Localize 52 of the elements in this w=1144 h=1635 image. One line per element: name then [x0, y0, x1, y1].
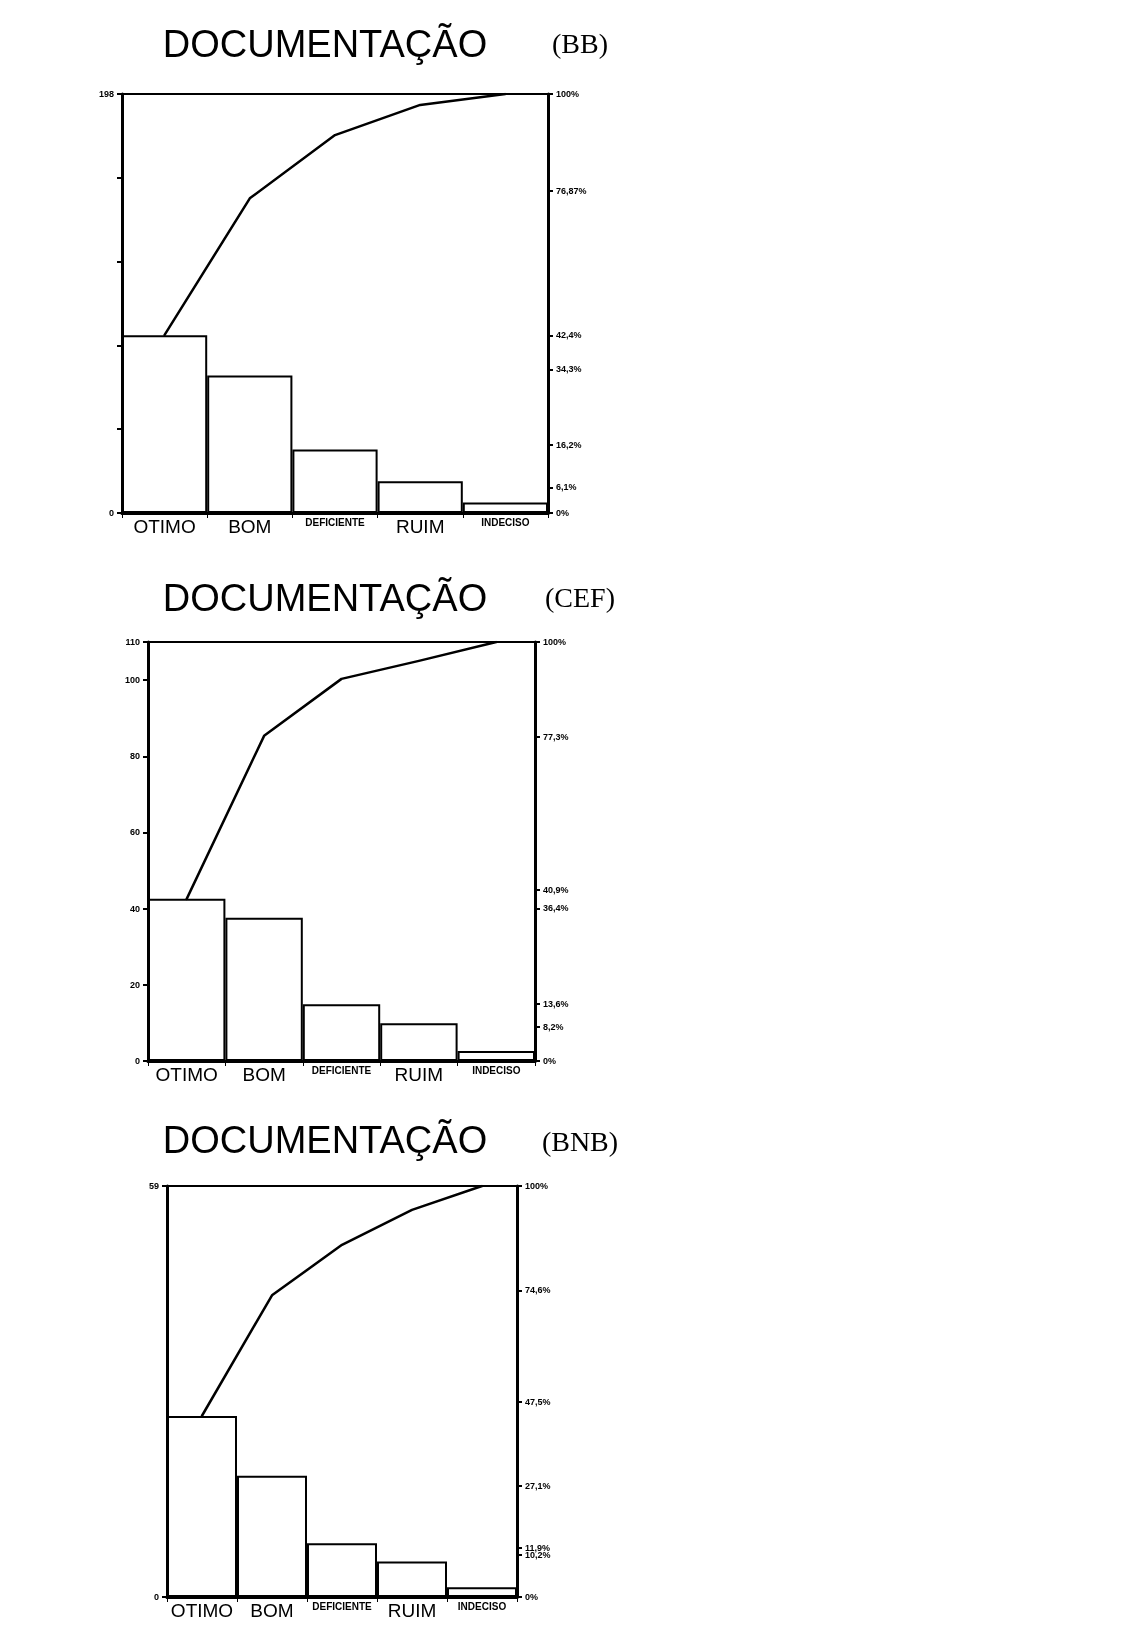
chart-title: DOCUMENTAÇÃO — [162, 23, 488, 65]
text: (BNB) — [541, 1125, 619, 1157]
y-tick-label: 20 — [129, 979, 140, 990]
y-tick-label: 0 — [153, 1592, 159, 1602]
y2-tick-label: 13,6% — [543, 999, 569, 1010]
y2-tick-label: 76,87% — [556, 185, 587, 196]
y2-tick-label: 40,9% — [543, 884, 569, 895]
y-tick-label: 60 — [129, 827, 140, 838]
y2-tick-label: 100% — [543, 637, 567, 647]
y2-tick-label: 6,1% — [556, 482, 577, 493]
y2-tick-label: 8,2% — [543, 1021, 564, 1032]
y-tick-label: 110 — [125, 637, 140, 647]
chart-subtitle: (BB) — [552, 27, 608, 59]
x-tick-label: BOM — [242, 1064, 286, 1085]
x-tick-label: DEFICIENTE — [305, 516, 366, 528]
y2-tick-label: 0% — [556, 508, 570, 518]
y-tick-label: 59 — [148, 1181, 159, 1191]
y2-tick-label: 74,6% — [525, 1285, 551, 1296]
y2-tick-label: 0% — [543, 1056, 557, 1066]
y2-tick-label: 100% — [556, 89, 580, 99]
chart-title: DOCUMENTAÇÃO — [162, 577, 488, 619]
x-tick-label: BOM — [228, 516, 272, 537]
x-tick-label: BOM — [250, 1600, 294, 1621]
y2-tick-label: 34,3% — [556, 364, 582, 375]
y-tick-label: 100 — [124, 675, 140, 686]
y-tick-label: 80 — [129, 751, 140, 762]
x-tick-label: INDECISO — [457, 1600, 507, 1612]
x-tick-label: RUIM — [387, 1600, 437, 1621]
x-tick-label: DEFICIENTE — [312, 1600, 373, 1612]
x-tick-label: INDECISO — [472, 1064, 521, 1076]
chart-subtitle: (CEF) — [545, 581, 615, 613]
y2-tick-label: 100% — [525, 1181, 549, 1191]
y2-tick-label: 0% — [525, 1592, 539, 1602]
x-tick-label: OTIMO — [155, 1064, 218, 1085]
chart-title: DOCUMENTAÇÃO — [162, 1119, 488, 1161]
y-tick-label: 0 — [134, 1056, 140, 1066]
y-tick-label: 40 — [129, 903, 140, 914]
x-tick-label: RUIM — [395, 516, 445, 537]
y2-tick-label: 42,4% — [556, 330, 582, 341]
y2-tick-label: 36,4% — [543, 903, 569, 914]
y-tick-label: 0 — [108, 508, 114, 518]
y2-tick-label: 77,3% — [543, 732, 569, 743]
y2-tick-label: 47,5% — [525, 1396, 551, 1407]
y2-tick-label: 11,9% — [525, 1543, 551, 1554]
x-tick-label: RUIM — [394, 1064, 444, 1085]
x-tick-label: OTIMO — [133, 516, 196, 537]
x-tick-label: DEFICIENTE — [311, 1064, 372, 1076]
x-tick-label: OTIMO — [170, 1600, 234, 1621]
y-tick-label: 198 — [98, 89, 114, 99]
x-tick-label: INDECISO — [481, 516, 530, 528]
y2-tick-label: 27,1% — [525, 1480, 551, 1491]
y2-tick-label: 16,2% — [556, 440, 582, 451]
